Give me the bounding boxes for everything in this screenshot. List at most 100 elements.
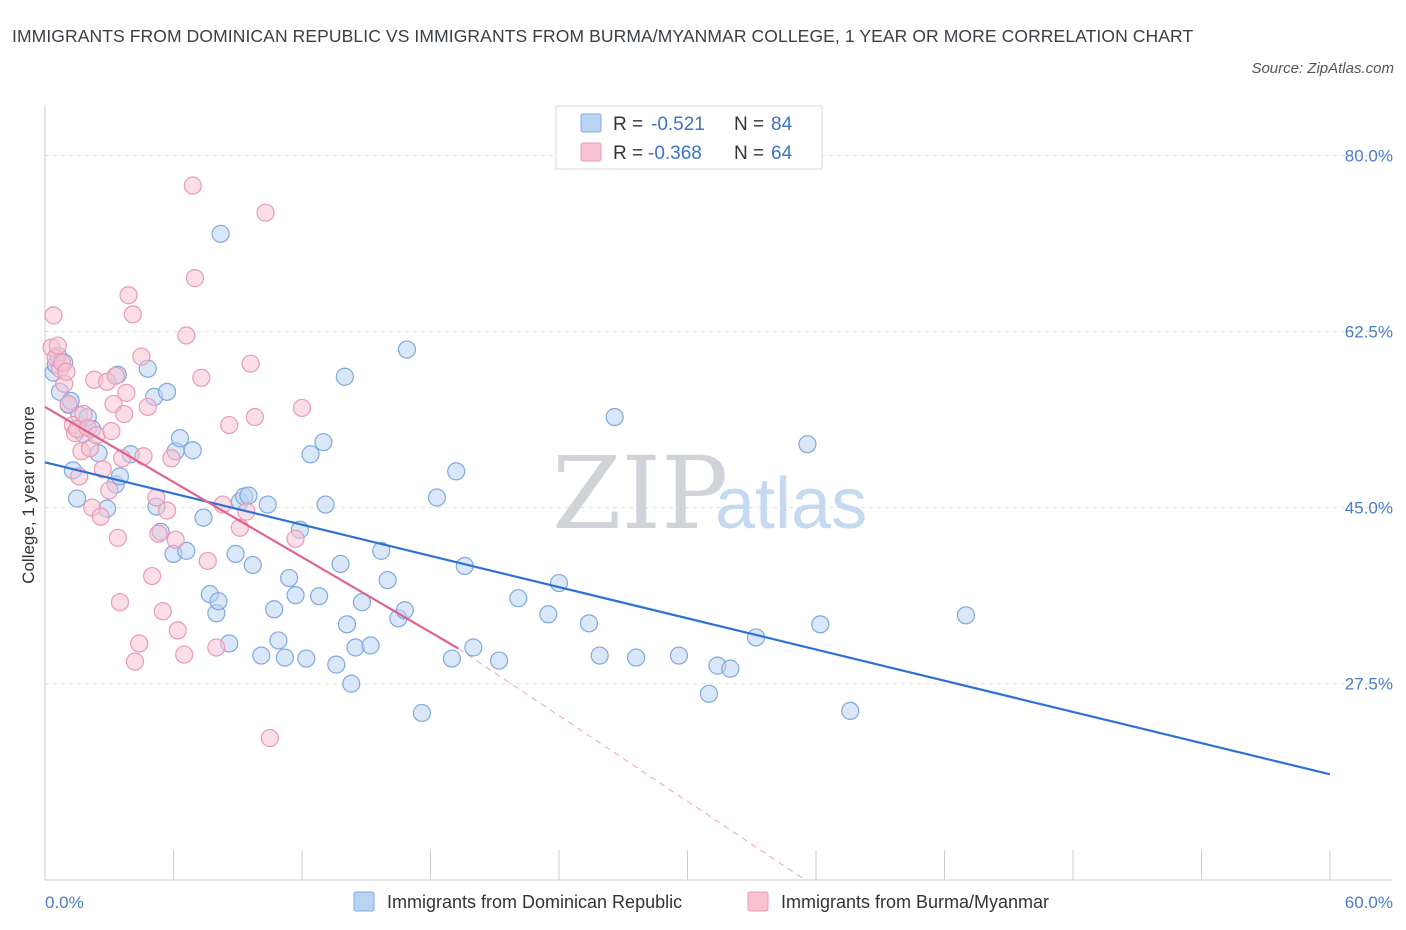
dominican-point-46 — [286, 586, 305, 605]
dominican-point-28 — [183, 441, 202, 460]
burma-point-48 — [177, 326, 196, 345]
bottom-legend-swatch-blue — [353, 891, 375, 912]
dominican-point-33 — [211, 224, 230, 243]
burma-point-61 — [260, 728, 279, 748]
dominican-point-49 — [301, 445, 320, 464]
axes — [44, 105, 1392, 881]
burma-point-3 — [48, 336, 67, 355]
dominican-point-62 — [378, 570, 397, 590]
y-tick-label-2: 45.0% — [1345, 499, 1393, 518]
burma-point-32 — [119, 286, 138, 305]
dominican-point-29 — [194, 508, 213, 527]
x-tick-label-left: 0.0% — [45, 893, 84, 912]
burma-point-8 — [59, 394, 78, 414]
dominican-point-85 — [798, 435, 817, 454]
burma-point-35 — [130, 634, 149, 653]
burma-point-51 — [192, 368, 211, 387]
dominican-point-81 — [699, 684, 719, 703]
dominican-point-69 — [447, 462, 466, 481]
burma-point-34 — [125, 652, 145, 671]
burma-point-21 — [93, 460, 112, 479]
bottom-legend-label-2: Immigrants from Burma/Myanmar — [781, 892, 1049, 912]
dominican-point-48 — [297, 649, 316, 668]
dominican-point-53 — [327, 655, 346, 674]
burma-point-59 — [245, 407, 264, 427]
bottom-legend-swatch-pink — [747, 891, 769, 912]
burma-point-62 — [286, 529, 305, 548]
dominican-point-56 — [337, 615, 357, 634]
burma-point-41 — [149, 524, 168, 543]
trend-line-dominican — [44, 461, 1331, 776]
legend-swatch-blue — [580, 113, 602, 133]
legend-r-value-2: -0.368 — [648, 143, 702, 164]
dominican-point-58 — [346, 638, 365, 657]
dominican-point-39 — [243, 555, 262, 575]
dominican-point-57 — [342, 674, 361, 693]
burma-point-36 — [132, 347, 151, 366]
burma-point-49 — [183, 176, 202, 195]
dominican-point-50 — [310, 587, 329, 606]
dominican-point-23 — [157, 382, 177, 401]
burma-point-28 — [110, 593, 130, 612]
chart-title: IMMIGRANTS FROM DOMINICAN REPUBLIC VS IM… — [12, 26, 1194, 46]
y-tick-label-3: 27.5% — [1345, 675, 1393, 694]
y-tick-labels: 80.0% 62.5% 45.0% 27.5% — [1345, 146, 1393, 693]
burma-point-46 — [168, 621, 187, 640]
dominican-point-78 — [605, 407, 624, 427]
source-label: Source: ZipAtlas.com — [1251, 60, 1394, 77]
legend-n-value-2: 64 — [771, 143, 793, 164]
burma-point-27 — [108, 528, 127, 547]
series-legend: Immigrants from Dominican Republic Immig… — [353, 891, 1049, 912]
series-dominican-republic-points — [44, 224, 976, 723]
dominican-point-68 — [442, 649, 462, 668]
y-tick-label-0: 80.0% — [1345, 146, 1393, 165]
burma-point-55 — [220, 415, 239, 435]
dominican-point-35 — [226, 544, 245, 563]
burma-point-42 — [153, 602, 172, 621]
burma-point-7 — [57, 362, 76, 381]
dominican-point-86 — [811, 615, 830, 634]
burma-point-33 — [123, 305, 142, 324]
dominican-point-52 — [316, 495, 335, 514]
dominican-point-40 — [252, 646, 271, 665]
burma-point-63 — [292, 398, 312, 418]
dominican-point-88 — [956, 606, 976, 625]
legend-r-label-1: R = — [613, 114, 643, 135]
burma-point-39 — [142, 566, 162, 586]
x-tick-label-right: 60.0% — [1345, 893, 1393, 912]
burma-point-53 — [207, 638, 226, 657]
dominican-point-59 — [352, 593, 372, 612]
dominican-point-43 — [269, 631, 288, 650]
dominican-point-66 — [412, 703, 432, 723]
burma-point-58 — [241, 354, 260, 373]
burma-point-52 — [198, 551, 217, 571]
dominican-point-67 — [427, 488, 447, 507]
burma-point-20 — [91, 507, 110, 526]
dominican-point-32 — [209, 592, 228, 611]
legend-r-value-1: -0.521 — [651, 114, 705, 135]
bottom-legend-label-1: Immigrants from Dominican Republic — [387, 892, 682, 912]
trend-lines — [44, 405, 1331, 881]
burma-point-38 — [138, 397, 157, 417]
burma-point-23 — [100, 481, 119, 500]
series-burma-myanmar-points — [42, 176, 312, 748]
trend-line-burma-extension — [458, 648, 806, 881]
burma-point-31 — [117, 383, 136, 402]
dominican-point-73 — [509, 589, 528, 608]
y-tick-label-1: 62.5% — [1345, 322, 1393, 341]
burma-point-44 — [162, 449, 181, 468]
dominican-point-60 — [361, 636, 380, 655]
burma-point-30 — [115, 404, 134, 424]
burma-point-47 — [175, 645, 194, 664]
burma-point-60 — [256, 203, 275, 222]
dominican-point-77 — [590, 646, 609, 665]
y-axis-label: College, 1 year or more — [19, 406, 38, 584]
dominican-point-41 — [258, 495, 277, 514]
burma-point-43 — [157, 501, 177, 520]
legend-r-label-2: R = — [613, 143, 643, 164]
dominican-point-72 — [489, 651, 509, 670]
legend-n-label-1: N = — [734, 114, 764, 135]
dominican-point-87 — [841, 701, 860, 721]
dominican-point-74 — [539, 605, 558, 624]
